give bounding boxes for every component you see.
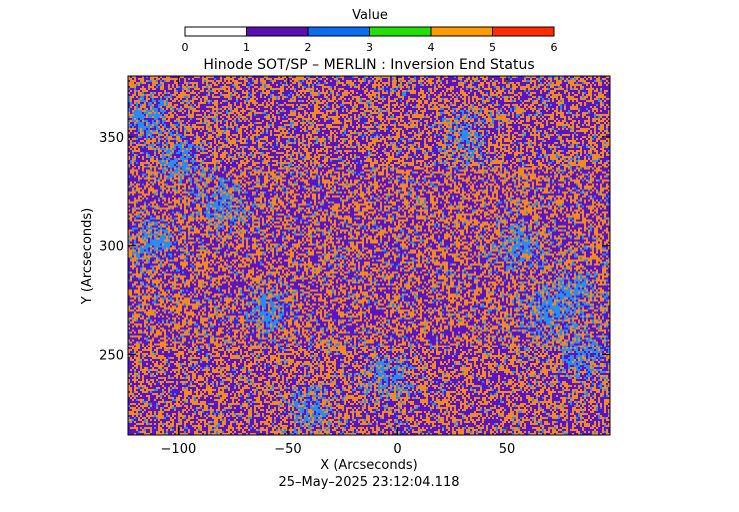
- colorbar-tick-label: 0: [182, 41, 189, 54]
- colorbar-band-5: [492, 27, 554, 36]
- colorbar: [185, 27, 554, 36]
- y-axis-label: Y (Arcseconds): [80, 208, 95, 305]
- colorbar-tick-label: 2: [305, 41, 312, 54]
- x-tick-label: 50: [499, 442, 516, 457]
- y-axis: 250 300 350: [99, 131, 610, 363]
- heatmap-plot: [128, 76, 610, 435]
- colorbar-tick-label: 3: [366, 41, 373, 54]
- timestamp: 25–May–2025 23:12:04.118: [279, 475, 460, 490]
- y-tick-label: 350: [99, 131, 124, 146]
- colorbar-band-1: [246, 27, 308, 36]
- y-tick-label: 250: [99, 348, 124, 363]
- x-tick-label: 0: [393, 442, 401, 457]
- colorbar-tick-label: 1: [243, 41, 250, 54]
- colorbar-band-3: [369, 27, 431, 36]
- colorbar-tick-label: 6: [551, 41, 558, 54]
- chart-title: Hinode SOT/SP – MERLIN : Inversion End S…: [203, 57, 534, 73]
- y-tick-label: 300: [99, 240, 124, 255]
- colorbar-label: Value: [352, 8, 388, 23]
- x-tick-label: −50: [274, 442, 301, 457]
- colorbar-band-0: [185, 27, 247, 36]
- x-tick-label: −100: [161, 442, 197, 457]
- plot-frame: [127, 75, 611, 436]
- x-axis-label: X (Arcseconds): [320, 458, 417, 473]
- colorbar-tick-label: 5: [489, 41, 496, 54]
- colorbar-band-4: [431, 27, 493, 36]
- colorbar-tick-label: 4: [428, 41, 435, 54]
- heatmap-image: [128, 76, 610, 435]
- colorbar-ticks: 0 1 2 3 4 5 6: [182, 27, 558, 54]
- x-axis: −100 −50 0 50: [161, 76, 516, 457]
- colorbar-band-2: [308, 27, 370, 36]
